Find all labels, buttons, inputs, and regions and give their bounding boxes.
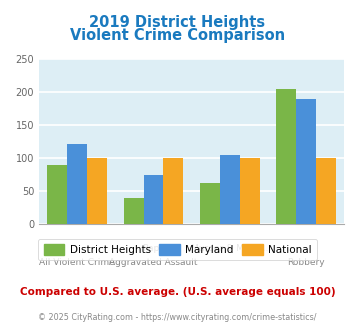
Text: Compared to U.S. average. (U.S. average equals 100): Compared to U.S. average. (U.S. average … (20, 287, 335, 297)
Text: Robbery: Robbery (288, 258, 325, 267)
Text: © 2025 CityRating.com - https://www.cityrating.com/crime-statistics/: © 2025 CityRating.com - https://www.city… (38, 313, 317, 322)
Bar (296, 99, 316, 224)
Bar (277, 89, 296, 224)
Bar (200, 183, 220, 224)
Bar (240, 158, 260, 224)
Bar (144, 175, 163, 224)
Text: Violent Crime Comparison: Violent Crime Comparison (70, 28, 285, 43)
Bar (67, 144, 87, 224)
Bar (163, 158, 183, 224)
Bar (87, 158, 107, 224)
Text: Aggravated Assault: Aggravated Assault (109, 258, 198, 267)
Text: Murder & Mans...: Murder & Mans... (191, 244, 268, 253)
Text: Rape: Rape (142, 244, 165, 253)
Bar (124, 198, 144, 224)
Bar (48, 165, 67, 224)
Bar (316, 158, 336, 224)
Text: All Violent Crime: All Violent Crime (39, 258, 115, 267)
Legend: District Heights, Maryland, National: District Heights, Maryland, National (38, 239, 317, 260)
Text: 2019 District Heights: 2019 District Heights (89, 15, 266, 30)
Bar (220, 155, 240, 224)
